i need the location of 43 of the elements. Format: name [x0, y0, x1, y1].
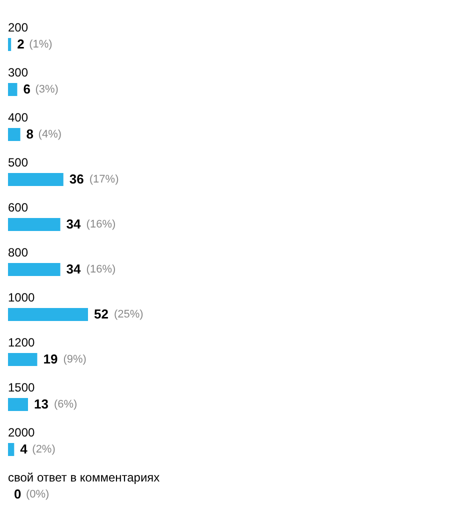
data-label: 19	[43, 352, 58, 366]
y-tick-label: 400	[8, 110, 28, 124]
bar	[8, 83, 18, 96]
y-tick-label: 2000	[8, 426, 36, 440]
annotation: (0%)	[26, 488, 50, 500]
y-tick-label: 300	[8, 66, 28, 80]
annotation: (16%)	[86, 218, 116, 230]
annotation: (16%)	[86, 264, 116, 276]
y-tick-label: 1500	[8, 380, 36, 394]
annotation: (2%)	[32, 444, 56, 456]
annotation: (25%)	[114, 308, 144, 320]
data-label: 8	[26, 126, 34, 142]
bar	[8, 218, 60, 231]
annotation: (4%)	[38, 128, 62, 140]
data-label: 6	[23, 82, 30, 96]
annotation: (1%)	[29, 38, 52, 50]
data-label: 0	[14, 486, 22, 502]
bar	[8, 443, 14, 456]
annotation: (9%)	[63, 354, 86, 366]
data-label: 4	[20, 442, 28, 456]
bar	[8, 263, 60, 276]
data-label: 36	[69, 172, 84, 186]
y-tick-label: 1200	[8, 336, 36, 350]
y-tick-label: 500	[8, 156, 28, 170]
annotation: (6%)	[54, 398, 78, 410]
data-label: 34	[66, 216, 82, 232]
y-tick-label: 800	[8, 246, 28, 260]
annotation: (17%)	[89, 174, 119, 186]
y-tick-label: свой ответ в комментариях	[8, 470, 160, 484]
y-tick-label: 200	[8, 20, 28, 34]
bar	[8, 353, 38, 366]
bar	[8, 308, 88, 321]
bar	[8, 128, 20, 141]
bar	[8, 398, 28, 411]
data-label: 13	[34, 396, 48, 412]
data-label: 2	[17, 36, 24, 52]
bar	[8, 173, 64, 186]
data-label: 52	[94, 306, 108, 322]
bar	[8, 38, 12, 51]
annotation: (3%)	[35, 84, 58, 96]
y-tick-label: 600	[8, 200, 28, 214]
data-label: 34	[66, 262, 82, 276]
y-tick-label: 1000	[8, 290, 36, 304]
